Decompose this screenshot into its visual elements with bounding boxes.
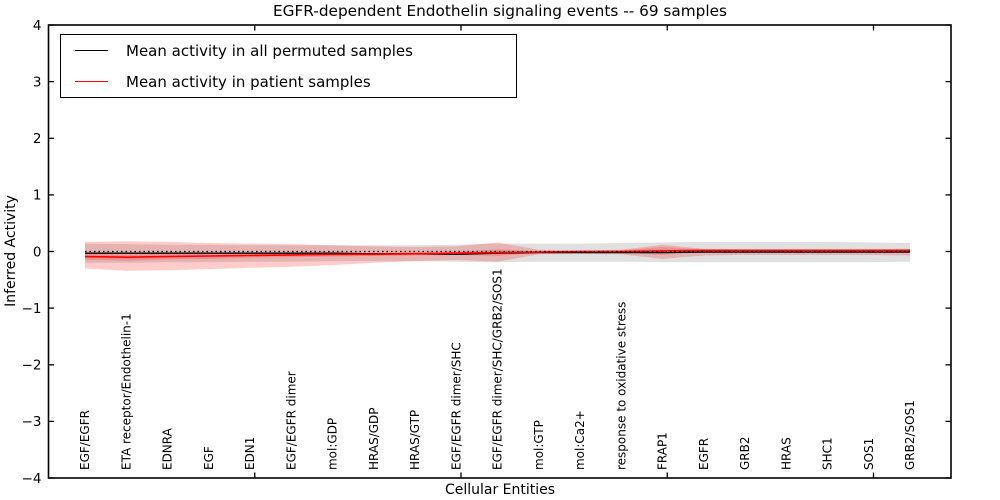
series-line-patient (84, 249, 910, 259)
x-category-label: EGFR (697, 438, 711, 470)
x-category-label: SOS1 (862, 438, 876, 470)
legend: Mean activity in all permuted samples Me… (60, 34, 517, 98)
y-tick-label: −1 (22, 301, 42, 317)
y-tick-label: 4 (33, 18, 42, 34)
x-category-label: SHC1 (821, 437, 835, 470)
y-tick-label: 3 (33, 74, 42, 90)
x-category-label: mol:GTP (532, 420, 546, 470)
legend-entry-permuted: Mean activity in all permuted samples (61, 35, 516, 66)
legend-label-patient: Mean activity in patient samples (126, 72, 371, 91)
y-axis-label: Inferred Activity (3, 195, 19, 307)
x-category-label: GRB2 (738, 436, 752, 470)
x-category-label: GRB2/SOS1 (903, 400, 917, 470)
x-category-label: FRAP1 (656, 432, 670, 470)
y-tick-label: 0 (33, 244, 42, 260)
x-category-label: ETA receptor/Endothelin-1 (120, 313, 134, 470)
black-line-swatch-icon (75, 50, 108, 51)
x-category-label: HRAS/GDP (367, 407, 381, 470)
x-category-label: EGF (202, 446, 216, 470)
x-category-label: HRAS/GTP (408, 410, 422, 470)
x-category-label: EGF/EGFR dimer/SHC (450, 342, 464, 470)
x-category-label: mol:GDP (326, 418, 340, 470)
y-tick-label: 2 (33, 131, 42, 147)
x-category-label: EGF/EGFR dimer (285, 371, 299, 470)
y-tick-label: −4 (22, 471, 42, 487)
x-axis-label: Cellular Entities (444, 482, 556, 498)
chart-title: EGFR-dependent Endothelin signaling even… (272, 2, 728, 20)
x-category-label: EGF/EGFR (78, 410, 92, 470)
y-tick-label: −3 (22, 414, 42, 430)
x-category-label: HRAS (780, 437, 794, 470)
x-category-label: EGF/EGFR dimer/SHC/GRB2/SOS1 (491, 268, 505, 470)
y-tick-label: −2 (22, 358, 42, 374)
legend-label-permuted: Mean activity in all permuted samples (126, 41, 413, 60)
y-tick-label: 1 (33, 188, 42, 204)
x-category-label: EDN1 (243, 437, 257, 470)
red-line-swatch-icon (75, 81, 108, 82)
x-category-label: EDNRA (161, 427, 175, 470)
band-patient-samples-range-outer (85, 241, 910, 271)
x-category-label: response to oxidative stress (615, 302, 629, 470)
legend-entry-patient: Mean activity in patient samples (61, 66, 516, 97)
x-category-label: mol:Ca2+ (573, 410, 587, 470)
